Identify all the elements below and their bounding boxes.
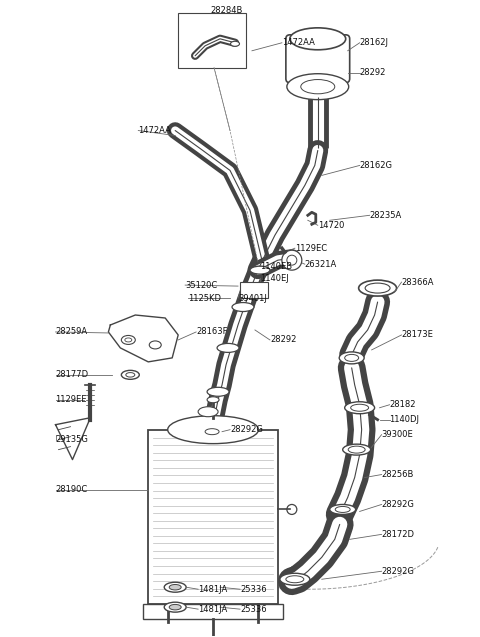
Text: 28163F: 28163F (196, 327, 228, 336)
Text: 1140EJ: 1140EJ (260, 274, 288, 283)
Ellipse shape (121, 370, 139, 379)
Text: 25336: 25336 (240, 585, 266, 594)
Text: 28292: 28292 (360, 68, 386, 77)
Text: 28256B: 28256B (382, 470, 414, 479)
Ellipse shape (232, 303, 254, 311)
Text: 39300E: 39300E (382, 430, 413, 439)
Text: 1125KD: 1125KD (188, 294, 221, 303)
Polygon shape (56, 418, 90, 459)
Ellipse shape (207, 397, 219, 403)
Ellipse shape (164, 582, 186, 592)
Text: 1472AA: 1472AA (138, 126, 171, 135)
Ellipse shape (126, 373, 135, 377)
Text: 1481JA: 1481JA (198, 605, 228, 613)
Ellipse shape (290, 28, 346, 50)
Text: 28177D: 28177D (56, 370, 89, 380)
Text: 28162G: 28162G (360, 161, 393, 170)
Ellipse shape (205, 429, 219, 434)
Circle shape (282, 250, 302, 270)
Text: 28292: 28292 (270, 336, 296, 345)
Ellipse shape (164, 602, 186, 612)
Ellipse shape (207, 387, 229, 396)
Ellipse shape (200, 427, 225, 436)
Polygon shape (108, 315, 178, 362)
Text: 28182: 28182 (390, 400, 416, 409)
Ellipse shape (343, 444, 371, 455)
Ellipse shape (230, 41, 240, 47)
Text: 1472AA: 1472AA (282, 38, 315, 47)
Ellipse shape (168, 416, 258, 443)
Text: 28162J: 28162J (360, 38, 389, 47)
Ellipse shape (351, 404, 369, 412)
Bar (240, 282, 268, 298)
Text: 28292G: 28292G (230, 425, 263, 434)
Text: 35120C: 35120C (185, 280, 217, 290)
Bar (144, 604, 283, 619)
Text: 26321A: 26321A (305, 260, 337, 269)
FancyBboxPatch shape (286, 35, 350, 83)
Text: 28292G: 28292G (382, 500, 414, 509)
Ellipse shape (345, 402, 374, 413)
Ellipse shape (348, 446, 365, 453)
Ellipse shape (169, 605, 181, 610)
Text: 28173E: 28173E (402, 331, 433, 340)
Ellipse shape (121, 336, 135, 345)
Text: 28235A: 28235A (370, 211, 402, 220)
Text: 1140DJ: 1140DJ (390, 415, 420, 424)
Text: 28190C: 28190C (56, 485, 88, 494)
Ellipse shape (217, 343, 239, 352)
Ellipse shape (286, 576, 304, 583)
Text: 28284B: 28284B (210, 6, 242, 15)
Text: 39401J: 39401J (238, 294, 267, 303)
Text: 28366A: 28366A (402, 278, 434, 287)
Text: 28259A: 28259A (56, 327, 88, 336)
Text: 25336: 25336 (240, 605, 266, 613)
Ellipse shape (301, 80, 335, 94)
Ellipse shape (198, 407, 218, 417)
Ellipse shape (250, 266, 270, 274)
Ellipse shape (280, 573, 310, 585)
Text: 1481JA: 1481JA (198, 585, 228, 594)
Text: 1129EE: 1129EE (56, 396, 87, 404)
Ellipse shape (335, 506, 350, 512)
Text: 1129EC: 1129EC (295, 244, 327, 253)
Ellipse shape (169, 585, 181, 590)
Ellipse shape (345, 354, 359, 361)
Text: 1140EB: 1140EB (260, 262, 292, 271)
Text: 28172D: 28172D (382, 530, 415, 539)
Text: 28292G: 28292G (382, 567, 414, 576)
Bar (148, 430, 278, 604)
Ellipse shape (365, 283, 390, 293)
Ellipse shape (149, 341, 161, 349)
Ellipse shape (339, 352, 364, 364)
Text: 14720: 14720 (318, 221, 344, 230)
Ellipse shape (359, 280, 396, 296)
Ellipse shape (287, 74, 348, 99)
Ellipse shape (330, 505, 356, 515)
Text: 29135G: 29135G (56, 435, 88, 444)
Bar (178, 13, 246, 68)
